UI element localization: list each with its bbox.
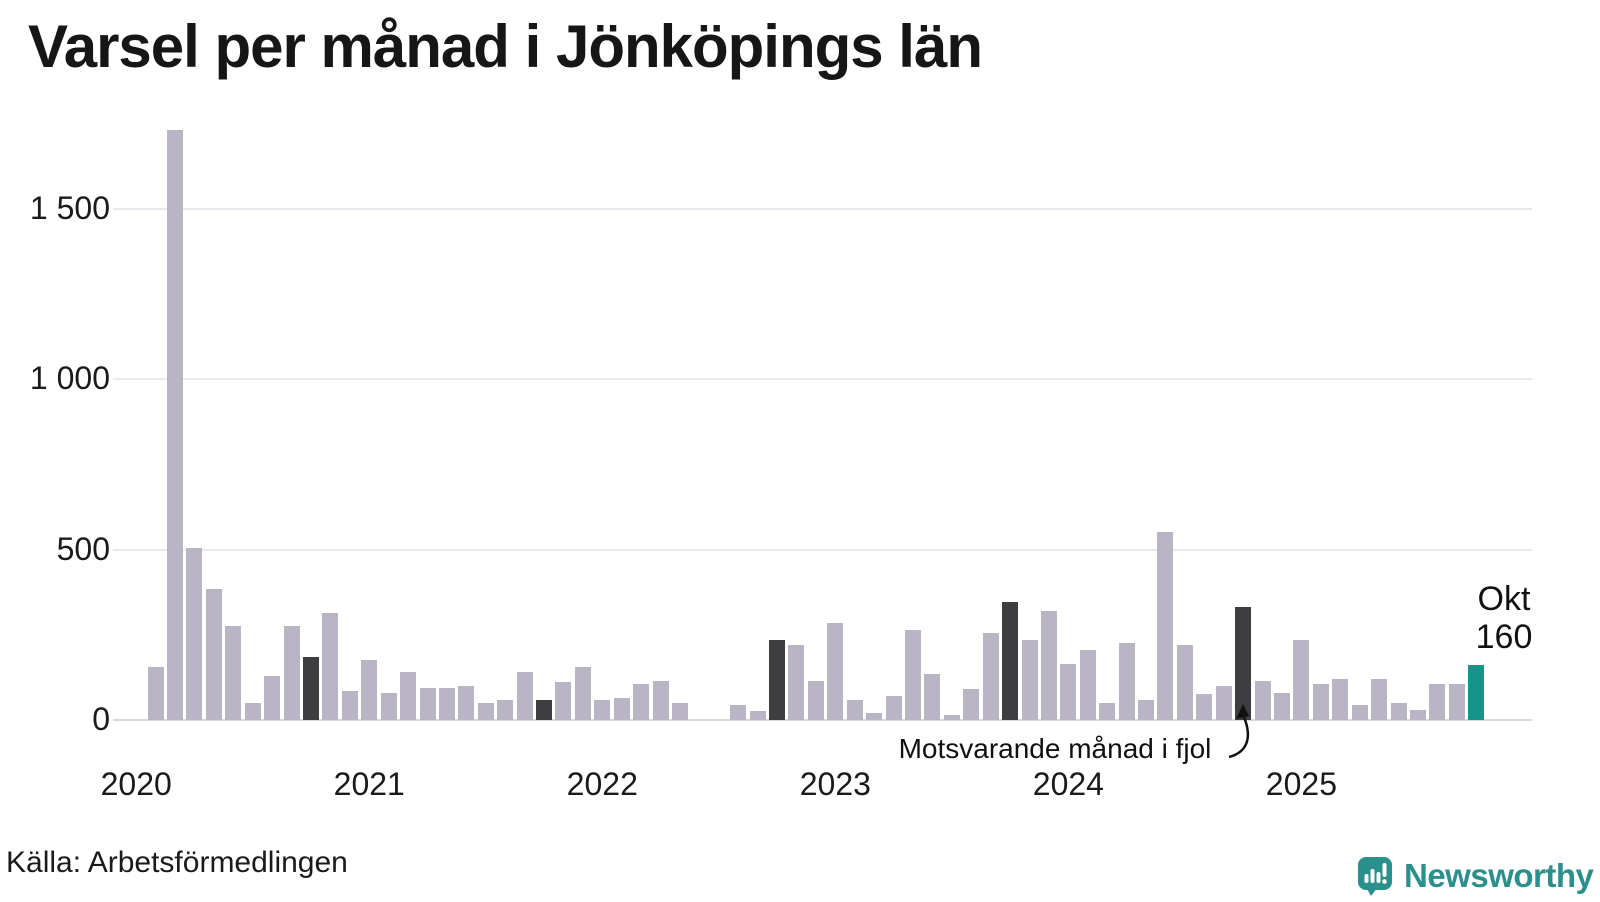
bar-2022-02 bbox=[613, 697, 630, 720]
bar-2024-10 bbox=[1235, 607, 1252, 720]
bar-2025-08 bbox=[1429, 684, 1446, 720]
bar-2021-12 bbox=[574, 667, 591, 720]
annotation-label: Motsvarande månad i fjol bbox=[898, 733, 1212, 764]
x-axis-year-label-2024: 2024 bbox=[1032, 766, 1104, 802]
bar-2023-07 bbox=[943, 714, 960, 720]
bar-2020-09 bbox=[283, 626, 300, 720]
bar-2020-05 bbox=[205, 588, 222, 720]
newsworthy-wordmark: Newsworthy bbox=[1404, 857, 1594, 894]
bar-2025-05 bbox=[1371, 679, 1388, 720]
current-value-label: 160 bbox=[1475, 618, 1533, 656]
bar-2024-04 bbox=[1118, 643, 1135, 720]
bar-2020-03 bbox=[167, 130, 184, 720]
bar-2020-12 bbox=[341, 691, 358, 720]
bar-2021-06 bbox=[458, 685, 475, 720]
bar-2021-03 bbox=[400, 672, 417, 720]
bar-2024-06 bbox=[1157, 532, 1174, 720]
gridline-1000 bbox=[113, 378, 1532, 380]
bar-2021-08 bbox=[497, 699, 514, 720]
bar-2024-05 bbox=[1138, 699, 1155, 720]
bar-2024-11 bbox=[1254, 680, 1271, 720]
bar-2022-05 bbox=[671, 702, 688, 720]
bar-2024-12 bbox=[1273, 692, 1290, 720]
bar-2023-06 bbox=[924, 673, 941, 720]
bar-2020-11 bbox=[322, 612, 339, 720]
bar-2023-02 bbox=[846, 699, 863, 720]
bar-2020-08 bbox=[264, 675, 281, 720]
bar-2022-03 bbox=[633, 684, 650, 720]
bar-2021-01 bbox=[361, 660, 378, 720]
bar-2020-10 bbox=[302, 656, 319, 720]
bar-2022-12 bbox=[807, 680, 824, 720]
bar-2023-08 bbox=[963, 689, 980, 720]
y-axis-tick-label: 0 bbox=[92, 701, 110, 737]
bar-2023-09 bbox=[982, 633, 999, 720]
bar-2023-01 bbox=[827, 622, 844, 720]
bar-2024-01 bbox=[1060, 663, 1077, 720]
bar-2022-09 bbox=[749, 711, 766, 720]
bar-2025-01 bbox=[1293, 639, 1310, 720]
gridline-1500 bbox=[113, 207, 1532, 210]
bar-2023-11 bbox=[1021, 639, 1038, 720]
source-note: Källa: Arbetsförmedlingen bbox=[6, 846, 348, 879]
x-axis-year-label-2025: 2025 bbox=[1265, 766, 1337, 802]
gridline-0 bbox=[113, 719, 1532, 721]
bar-2023-05 bbox=[905, 629, 921, 720]
x-axis-year-label-2020: 2020 bbox=[100, 766, 172, 802]
y-axis-tick-label: 1 000 bbox=[29, 360, 110, 396]
bar-2022-01 bbox=[594, 699, 611, 720]
bar-2024-07 bbox=[1176, 644, 1193, 720]
bar-2025-04 bbox=[1351, 704, 1368, 720]
bar-2023-10 bbox=[1002, 602, 1019, 720]
bar-2025-03 bbox=[1332, 679, 1349, 720]
bar-2021-11 bbox=[555, 682, 572, 720]
bar-2025-06 bbox=[1390, 702, 1407, 720]
bar-2022-11 bbox=[788, 644, 805, 720]
y-axis-tick-label: 500 bbox=[56, 530, 110, 567]
bar-2021-10 bbox=[536, 699, 553, 720]
bar-2021-04 bbox=[419, 687, 436, 720]
bar-2023-03 bbox=[866, 713, 883, 720]
x-axis-year-label-2022: 2022 bbox=[566, 766, 638, 802]
bar-2020-07 bbox=[244, 702, 261, 720]
newsworthy-logo: Newsworthy bbox=[1356, 855, 1594, 902]
bar-2021-09 bbox=[516, 672, 533, 720]
bar-2023-04 bbox=[885, 696, 902, 720]
x-axis-year-label-2023: 2023 bbox=[799, 766, 871, 802]
chart-title: Varsel per månad i Jönköpings län bbox=[28, 13, 983, 80]
bar-2023-12 bbox=[1040, 610, 1057, 720]
bar-2021-07 bbox=[477, 702, 494, 720]
current-month-label: Okt bbox=[1477, 580, 1531, 618]
bar-2020-02 bbox=[147, 667, 164, 720]
gridline-500 bbox=[113, 548, 1532, 551]
bar-2024-08 bbox=[1196, 694, 1213, 720]
x-axis-year-label-2021: 2021 bbox=[333, 766, 405, 802]
bar-2021-02 bbox=[380, 692, 397, 720]
current-month-callout: Okt 160 bbox=[1454, 580, 1554, 656]
bar-2022-08 bbox=[730, 704, 747, 720]
bar-2025-09 bbox=[1448, 684, 1465, 720]
bar-2022-10 bbox=[769, 639, 786, 720]
bar-2020-06 bbox=[225, 626, 242, 720]
bar-2025-07 bbox=[1409, 709, 1426, 720]
bar-2024-03 bbox=[1099, 702, 1116, 720]
newsworthy-speech-bubble-chart-icon bbox=[1356, 855, 1394, 902]
y-axis-tick-label: 1 500 bbox=[29, 189, 110, 226]
bar-2024-02 bbox=[1079, 650, 1096, 720]
bar-2022-04 bbox=[652, 680, 669, 720]
bar-2025-10 bbox=[1468, 665, 1485, 720]
bar-2021-05 bbox=[438, 687, 455, 720]
bar-2020-04 bbox=[186, 547, 203, 720]
bar-2024-09 bbox=[1215, 685, 1232, 720]
bar-2025-02 bbox=[1312, 684, 1329, 720]
